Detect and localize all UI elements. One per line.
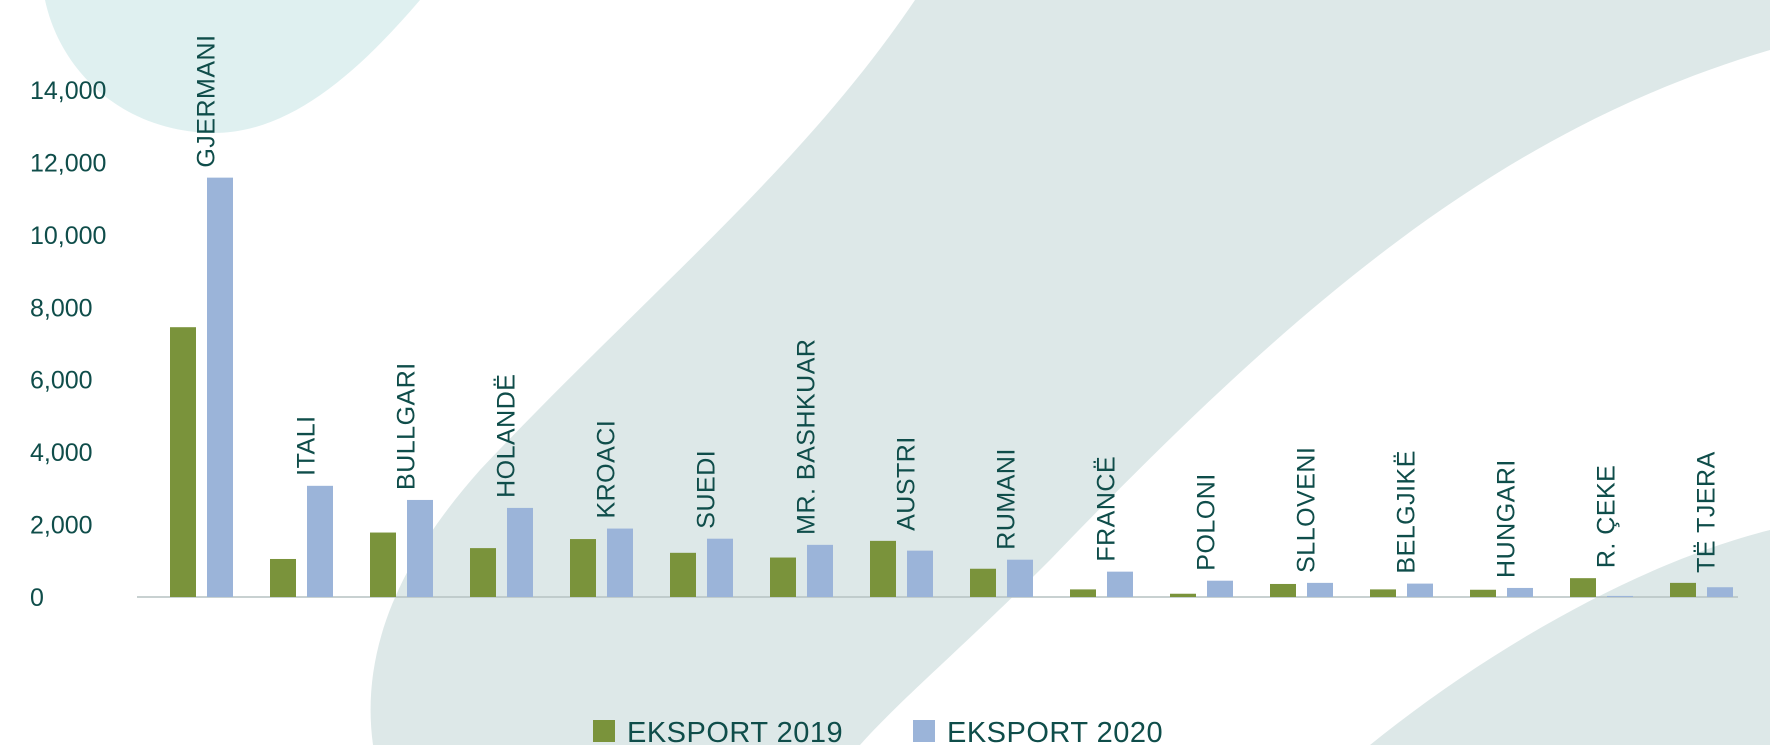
bar-2020 bbox=[1007, 560, 1033, 597]
y-axis-ticks: 0 2,000 4,000 6,000 8,000 10,000 12,000 14,000 bbox=[30, 77, 106, 612]
legend-label-2019: EKSPORT 2019 bbox=[627, 717, 843, 745]
bar-2019 bbox=[1370, 589, 1396, 597]
category-label: BULLGARI bbox=[393, 362, 421, 490]
bar-2019 bbox=[870, 541, 896, 597]
y-tick-label: 2,000 bbox=[30, 512, 93, 540]
y-tick-label: 10,000 bbox=[30, 222, 106, 250]
category-label: HOLANDË bbox=[493, 374, 521, 498]
category-label: AUSTRI bbox=[893, 436, 921, 531]
y-tick-label: 8,000 bbox=[30, 294, 93, 322]
bar-2019 bbox=[1270, 584, 1296, 597]
y-tick-label: 0 bbox=[30, 584, 44, 612]
category-label: TË TJERA bbox=[1693, 451, 1721, 573]
category-label: R. ÇEKE bbox=[1593, 465, 1621, 569]
bar-2020 bbox=[407, 500, 433, 597]
bar-2020 bbox=[1107, 572, 1133, 597]
bar-2020 bbox=[707, 539, 733, 597]
bar-2019 bbox=[570, 539, 596, 597]
bar-2019 bbox=[270, 559, 296, 597]
legend-swatch-2020 bbox=[913, 720, 935, 742]
bar-2020 bbox=[507, 508, 533, 597]
decorative-background bbox=[45, 0, 1770, 745]
category-label: SLLOVENI bbox=[1293, 447, 1321, 573]
bar-2020 bbox=[207, 178, 233, 597]
category-label: FRANCË bbox=[1093, 456, 1121, 562]
bar-2019 bbox=[1670, 583, 1696, 597]
category-label: SUEDI bbox=[693, 450, 721, 529]
bar-2019 bbox=[370, 533, 396, 597]
category-label: KROACI bbox=[593, 420, 621, 519]
legend-swatch-2019 bbox=[593, 720, 615, 742]
category-label: RUMANI bbox=[993, 448, 1021, 550]
bar-2020 bbox=[807, 545, 833, 597]
category-label: MR. BASHKUAR bbox=[793, 339, 821, 535]
bar-2019 bbox=[770, 558, 796, 597]
bar-2020 bbox=[1707, 587, 1733, 597]
bar-2020 bbox=[1607, 596, 1633, 597]
y-tick-label: 4,000 bbox=[30, 439, 93, 467]
bar-2019 bbox=[670, 553, 696, 597]
bar-2020 bbox=[307, 486, 333, 597]
y-tick-label: 12,000 bbox=[30, 149, 106, 177]
background-shape-top-left bbox=[45, 0, 420, 133]
bar-2020 bbox=[907, 551, 933, 597]
bar-2019 bbox=[970, 569, 996, 597]
category-label: GJERMANI bbox=[193, 34, 221, 167]
bar-2019 bbox=[1470, 590, 1496, 597]
bar-2019 bbox=[170, 327, 196, 597]
bar-2019 bbox=[470, 548, 496, 597]
bar-2020 bbox=[1407, 584, 1433, 597]
legend-label-2020: EKSPORT 2020 bbox=[947, 717, 1163, 745]
y-tick-label: 14,000 bbox=[30, 77, 106, 105]
bar-2019 bbox=[1070, 589, 1096, 597]
category-label: BELGJIKË bbox=[1393, 450, 1421, 574]
y-tick-label: 6,000 bbox=[30, 367, 93, 395]
bar-2019 bbox=[1170, 594, 1196, 597]
bar-2020 bbox=[1207, 581, 1233, 597]
bar-2020 bbox=[1507, 588, 1533, 597]
category-label: HUNGARI bbox=[1493, 459, 1521, 578]
bar-2020 bbox=[607, 529, 633, 597]
category-label: POLONI bbox=[1193, 473, 1221, 570]
bar-2020 bbox=[1307, 583, 1333, 597]
bar-2019 bbox=[1570, 578, 1596, 597]
category-label: ITALI bbox=[293, 415, 321, 475]
